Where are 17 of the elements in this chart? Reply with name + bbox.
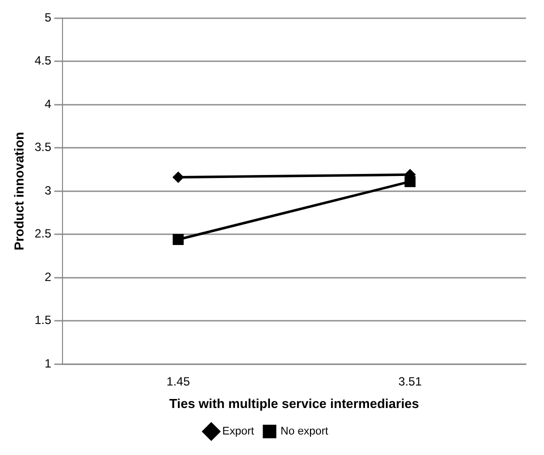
y-tick-label: 1.5	[34, 313, 52, 328]
y-tick-label: 5	[44, 10, 52, 25]
y-axis-title: Product innovation	[11, 132, 26, 250]
y-tick-label: 2	[44, 270, 52, 284]
y-tick-label: 4	[44, 96, 52, 111]
y-tick-label: 4.5	[34, 54, 52, 68]
x-tick-label: 1.45	[166, 374, 190, 389]
y-tick-label: 2.5	[34, 226, 52, 241]
legend-label: No export	[280, 426, 328, 438]
point	[172, 234, 184, 246]
y-tick-label: 3	[44, 183, 52, 198]
point	[172, 172, 184, 183]
y-tick-label: 3.5	[34, 140, 52, 154]
x-axis-title: Ties with multiple service intermediaries	[169, 396, 420, 411]
y-tick-label: 1	[44, 356, 52, 370]
legend-label: Export	[222, 426, 254, 438]
x-tick-label: 3.51	[398, 374, 422, 389]
